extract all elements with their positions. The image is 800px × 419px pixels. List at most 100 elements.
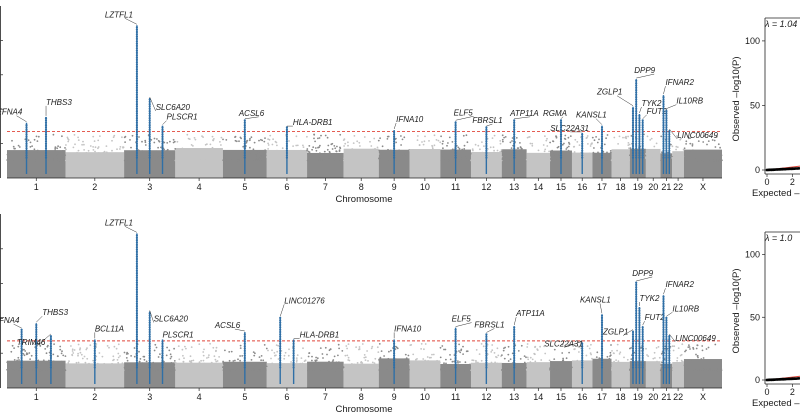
background-point [168,151,171,154]
background-point [688,367,691,369]
background-point [141,140,143,143]
peak-label: ELF5 [452,315,472,324]
background-point [364,359,367,361]
background-point [92,159,94,162]
background-point [650,137,653,140]
background-point [280,367,283,370]
background-point [703,159,705,162]
background-point [646,354,648,356]
background-point [57,355,59,358]
chromosome-tick-label: 21 [661,392,671,402]
background-point [606,369,609,371]
background-point [235,156,238,159]
background-point [144,139,147,142]
background-point [363,136,366,138]
background-point [174,365,177,368]
background-point [720,154,723,157]
background-point [576,141,579,143]
background-point [133,355,136,358]
background-point [443,348,445,351]
background-point [578,144,581,147]
background-point [34,368,36,371]
background-point [618,155,621,158]
background-point [198,343,201,345]
background-point [220,154,222,157]
background-point [29,141,32,144]
background-point [569,152,571,155]
background-point [6,153,9,156]
background-point [594,362,597,365]
background-point [172,153,174,156]
background-point [139,358,142,360]
background-point [428,356,431,359]
peak-label: KANSL1 [576,111,607,120]
background-point [260,355,263,357]
background-point [481,153,483,156]
background-point [479,148,481,151]
background-point [327,144,330,147]
background-point [215,360,218,363]
background-point [677,347,680,349]
background-point [19,159,22,162]
background-point [375,156,378,159]
background-point [713,369,715,372]
background-point [181,147,184,150]
background-point [73,134,76,136]
background-point [489,159,491,162]
background-point [209,143,212,146]
background-point [606,158,608,161]
peak-label: THBS3 [42,308,68,317]
background-point [43,154,46,157]
background-point [624,369,627,372]
background-point [529,361,532,363]
background-point [387,158,389,161]
background-point [202,369,205,372]
background-point [678,366,681,369]
background-point [544,159,547,162]
background-point [609,351,612,354]
background-point [13,347,16,349]
peak-leader-line [486,123,493,127]
qq-x-tick-label: 0 [764,387,769,397]
background-point [10,364,13,366]
background-point [531,358,534,361]
background-point [420,348,422,350]
background-point [166,368,169,370]
background-point [295,135,298,138]
background-point [526,356,529,359]
background-point [15,368,17,370]
background-point [701,362,704,365]
background-point [466,141,469,144]
background-point [492,369,494,372]
background-point [459,158,462,160]
background-point [617,143,619,145]
background-point [626,358,629,361]
background-point [543,150,546,153]
background-point [589,159,592,162]
background-point [417,363,420,366]
background-point [381,159,384,162]
background-point [527,358,530,361]
background-point [211,146,214,149]
chromosome-tick-label: 2 [92,182,97,192]
background-point [371,157,374,160]
background-point [154,368,157,371]
background-point [545,139,548,142]
background-point [155,346,158,349]
background-point [705,159,708,162]
background-point [706,154,709,156]
background-point [423,140,426,143]
background-point [575,369,577,372]
background-point [509,141,512,144]
background-point [32,158,34,161]
background-point [620,159,622,162]
background-point [480,343,483,345]
background-point [92,146,94,148]
background-point [561,343,564,346]
background-point [294,368,296,371]
background-point [457,150,459,153]
background-point [457,361,459,364]
background-point [296,354,299,356]
background-point [210,152,213,154]
background-point [380,350,383,352]
